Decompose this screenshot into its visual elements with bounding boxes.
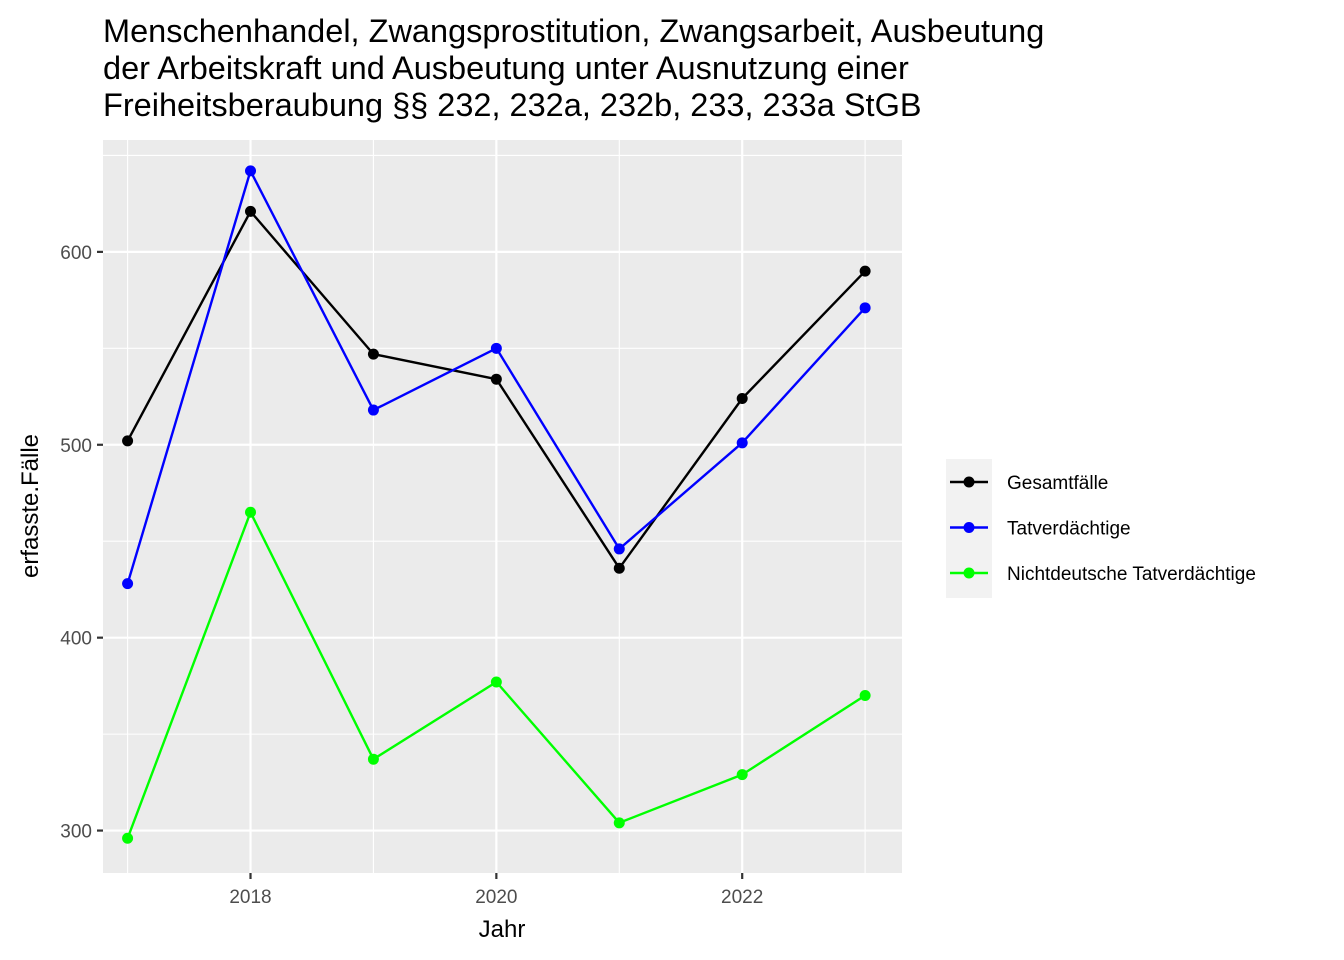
legend-label: Tatverdächtige — [1007, 519, 1131, 540]
data-point — [490, 373, 502, 385]
y-tick-label: 500 — [60, 436, 92, 457]
chart-title-line-2: der Arbeitskraft und Ausbeutung unter Au… — [103, 50, 909, 86]
grid-minor — [103, 140, 902, 873]
data-point — [367, 404, 379, 416]
data-point — [245, 506, 257, 518]
data-point — [490, 676, 502, 688]
y-tick-label: 600 — [60, 243, 92, 264]
x-tick-label: 2018 — [229, 887, 271, 908]
data-point — [736, 437, 748, 449]
data-point — [122, 435, 134, 447]
x-axis-title: Jahr — [479, 916, 526, 943]
data-point — [859, 690, 871, 702]
data-point — [122, 832, 134, 844]
data-point — [367, 348, 379, 360]
series-layer — [122, 165, 871, 844]
data-point — [122, 578, 134, 590]
legend: Gesamtfälle Tatverdächtige Nichtdeutsche T… — [946, 459, 1256, 598]
data-point — [613, 543, 625, 555]
legend-label: Gesamtfälle — [1007, 473, 1108, 494]
data-point — [736, 392, 748, 404]
x-tick-label: 2020 — [475, 887, 517, 908]
grid-major — [103, 140, 902, 873]
data-point — [490, 342, 502, 354]
legend-key-point — [963, 567, 975, 579]
data-point — [859, 265, 871, 277]
legend-key-point — [963, 476, 975, 488]
data-point — [613, 562, 625, 574]
data-point — [245, 205, 257, 217]
x-tick-label: 2022 — [721, 887, 763, 908]
legend-key-point — [963, 522, 975, 533]
legend-label: Nichtdeutsche Tatverdächtige — [1007, 564, 1256, 585]
plot-panel — [103, 140, 902, 873]
y-tick-label: 300 — [60, 822, 92, 843]
data-point — [245, 165, 257, 177]
data-point — [367, 753, 379, 765]
y-tick-label: 400 — [60, 629, 92, 650]
chart-title-line-1: Menschenhandel, Zwangsprostitution, Zwan… — [103, 13, 1044, 49]
data-point — [613, 817, 625, 829]
axis-ticks: 2018 2020 2022 300 400 500 600 — [60, 243, 763, 908]
y-axis-title: erfasste.Fälle — [17, 434, 44, 578]
data-point — [859, 302, 871, 314]
data-point — [736, 769, 748, 781]
chart-title-line-3: Freiheitsberaubung §§ 232, 232a, 232b, 2… — [103, 87, 922, 123]
chart-title: Menschenhandel, Zwangsprostitution, Zwan… — [103, 13, 1044, 123]
